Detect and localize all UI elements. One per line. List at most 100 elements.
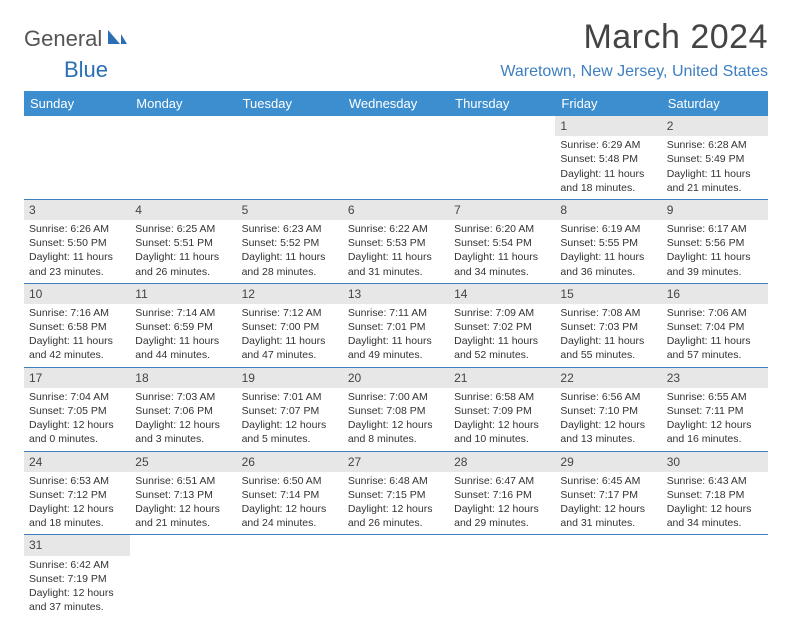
day-details: Sunrise: 6:43 AMSunset: 7:18 PMDaylight:… — [662, 472, 768, 535]
calendar-row: 24Sunrise: 6:53 AMSunset: 7:12 PMDayligh… — [24, 451, 768, 535]
day-details: Sunrise: 6:19 AMSunset: 5:55 PMDaylight:… — [555, 220, 661, 283]
calendar-cell: 3Sunrise: 6:26 AMSunset: 5:50 PMDaylight… — [24, 199, 130, 283]
day-number: 5 — [237, 200, 343, 220]
day-number: 6 — [343, 200, 449, 220]
calendar-cell: 10Sunrise: 7:16 AMSunset: 6:58 PMDayligh… — [24, 283, 130, 367]
calendar-cell: 25Sunrise: 6:51 AMSunset: 7:13 PMDayligh… — [130, 451, 236, 535]
calendar-row: 1Sunrise: 6:29 AMSunset: 5:48 PMDaylight… — [24, 116, 768, 199]
logo-sail-icon — [106, 28, 128, 51]
day-number: 30 — [662, 452, 768, 472]
day-details: Sunrise: 7:09 AMSunset: 7:02 PMDaylight:… — [449, 304, 555, 367]
day-number: 2 — [662, 116, 768, 136]
day-number: 11 — [130, 284, 236, 304]
weekday-header: Wednesday — [343, 91, 449, 116]
calendar-cell: 30Sunrise: 6:43 AMSunset: 7:18 PMDayligh… — [662, 451, 768, 535]
calendar-cell: 28Sunrise: 6:47 AMSunset: 7:16 PMDayligh… — [449, 451, 555, 535]
calendar-cell: 1Sunrise: 6:29 AMSunset: 5:48 PMDaylight… — [555, 116, 661, 199]
calendar-cell: 24Sunrise: 6:53 AMSunset: 7:12 PMDayligh… — [24, 451, 130, 535]
day-number: 22 — [555, 368, 661, 388]
day-details: Sunrise: 6:28 AMSunset: 5:49 PMDaylight:… — [662, 136, 768, 199]
calendar-cell: 2Sunrise: 6:28 AMSunset: 5:49 PMDaylight… — [662, 116, 768, 199]
day-details: Sunrise: 6:56 AMSunset: 7:10 PMDaylight:… — [555, 388, 661, 451]
weekday-header: Sunday — [24, 91, 130, 116]
calendar-cell: 29Sunrise: 6:45 AMSunset: 7:17 PMDayligh… — [555, 451, 661, 535]
day-details: Sunrise: 6:22 AMSunset: 5:53 PMDaylight:… — [343, 220, 449, 283]
calendar-cell: 20Sunrise: 7:00 AMSunset: 7:08 PMDayligh… — [343, 367, 449, 451]
weekday-header: Friday — [555, 91, 661, 116]
calendar-cell: 4Sunrise: 6:25 AMSunset: 5:51 PMDaylight… — [130, 199, 236, 283]
calendar-cell: 9Sunrise: 6:17 AMSunset: 5:56 PMDaylight… — [662, 199, 768, 283]
calendar-cell: 8Sunrise: 6:19 AMSunset: 5:55 PMDaylight… — [555, 199, 661, 283]
calendar-cell: 19Sunrise: 7:01 AMSunset: 7:07 PMDayligh… — [237, 367, 343, 451]
day-details: Sunrise: 7:06 AMSunset: 7:04 PMDaylight:… — [662, 304, 768, 367]
calendar-cell: 18Sunrise: 7:03 AMSunset: 7:06 PMDayligh… — [130, 367, 236, 451]
day-details: Sunrise: 6:48 AMSunset: 7:15 PMDaylight:… — [343, 472, 449, 535]
calendar-cell — [130, 535, 236, 618]
calendar-cell: 14Sunrise: 7:09 AMSunset: 7:02 PMDayligh… — [449, 283, 555, 367]
calendar-cell: 5Sunrise: 6:23 AMSunset: 5:52 PMDaylight… — [237, 199, 343, 283]
day-details: Sunrise: 7:16 AMSunset: 6:58 PMDaylight:… — [24, 304, 130, 367]
day-number: 12 — [237, 284, 343, 304]
day-details: Sunrise: 6:47 AMSunset: 7:16 PMDaylight:… — [449, 472, 555, 535]
day-details: Sunrise: 6:53 AMSunset: 7:12 PMDaylight:… — [24, 472, 130, 535]
calendar-row: 17Sunrise: 7:04 AMSunset: 7:05 PMDayligh… — [24, 367, 768, 451]
day-details: Sunrise: 6:17 AMSunset: 5:56 PMDaylight:… — [662, 220, 768, 283]
day-number: 8 — [555, 200, 661, 220]
day-details: Sunrise: 7:03 AMSunset: 7:06 PMDaylight:… — [130, 388, 236, 451]
day-details: Sunrise: 7:11 AMSunset: 7:01 PMDaylight:… — [343, 304, 449, 367]
weekday-header-row: Sunday Monday Tuesday Wednesday Thursday… — [24, 91, 768, 116]
calendar-cell — [449, 116, 555, 199]
day-number: 31 — [24, 535, 130, 555]
calendar-cell — [343, 535, 449, 618]
day-details: Sunrise: 6:51 AMSunset: 7:13 PMDaylight:… — [130, 472, 236, 535]
logo-text-1: General — [24, 26, 102, 52]
day-number: 27 — [343, 452, 449, 472]
calendar-cell: 21Sunrise: 6:58 AMSunset: 7:09 PMDayligh… — [449, 367, 555, 451]
calendar-row: 31Sunrise: 6:42 AMSunset: 7:19 PMDayligh… — [24, 535, 768, 618]
calendar-cell — [237, 116, 343, 199]
calendar-cell: 15Sunrise: 7:08 AMSunset: 7:03 PMDayligh… — [555, 283, 661, 367]
day-number: 1 — [555, 116, 661, 136]
calendar-cell: 13Sunrise: 7:11 AMSunset: 7:01 PMDayligh… — [343, 283, 449, 367]
calendar-cell: 27Sunrise: 6:48 AMSunset: 7:15 PMDayligh… — [343, 451, 449, 535]
calendar-cell: 16Sunrise: 7:06 AMSunset: 7:04 PMDayligh… — [662, 283, 768, 367]
day-details: Sunrise: 6:29 AMSunset: 5:48 PMDaylight:… — [555, 136, 661, 199]
day-details: Sunrise: 7:08 AMSunset: 7:03 PMDaylight:… — [555, 304, 661, 367]
day-details: Sunrise: 6:55 AMSunset: 7:11 PMDaylight:… — [662, 388, 768, 451]
day-details: Sunrise: 7:14 AMSunset: 6:59 PMDaylight:… — [130, 304, 236, 367]
day-number: 15 — [555, 284, 661, 304]
day-number: 4 — [130, 200, 236, 220]
day-number: 23 — [662, 368, 768, 388]
logo-text-2: Blue — [64, 57, 108, 83]
logo: General — [24, 26, 130, 52]
day-number: 29 — [555, 452, 661, 472]
day-details: Sunrise: 6:42 AMSunset: 7:19 PMDaylight:… — [24, 556, 130, 618]
day-details: Sunrise: 7:00 AMSunset: 7:08 PMDaylight:… — [343, 388, 449, 451]
weekday-header: Saturday — [662, 91, 768, 116]
day-details: Sunrise: 6:45 AMSunset: 7:17 PMDaylight:… — [555, 472, 661, 535]
title-block: March 2024 Waretown, New Jersey, United … — [500, 18, 768, 81]
calendar-cell — [449, 535, 555, 618]
weekday-header: Monday — [130, 91, 236, 116]
calendar-cell: 11Sunrise: 7:14 AMSunset: 6:59 PMDayligh… — [130, 283, 236, 367]
day-number: 17 — [24, 368, 130, 388]
calendar-row: 10Sunrise: 7:16 AMSunset: 6:58 PMDayligh… — [24, 283, 768, 367]
calendar-table: Sunday Monday Tuesday Wednesday Thursday… — [24, 91, 768, 618]
calendar-row: 3Sunrise: 6:26 AMSunset: 5:50 PMDaylight… — [24, 199, 768, 283]
calendar-cell — [24, 116, 130, 199]
calendar-cell: 26Sunrise: 6:50 AMSunset: 7:14 PMDayligh… — [237, 451, 343, 535]
day-details: Sunrise: 7:12 AMSunset: 7:00 PMDaylight:… — [237, 304, 343, 367]
day-number: 13 — [343, 284, 449, 304]
calendar-cell: 31Sunrise: 6:42 AMSunset: 7:19 PMDayligh… — [24, 535, 130, 618]
calendar-cell — [662, 535, 768, 618]
day-details: Sunrise: 6:25 AMSunset: 5:51 PMDaylight:… — [130, 220, 236, 283]
day-details: Sunrise: 6:58 AMSunset: 7:09 PMDaylight:… — [449, 388, 555, 451]
calendar-cell: 12Sunrise: 7:12 AMSunset: 7:00 PMDayligh… — [237, 283, 343, 367]
day-details: Sunrise: 7:01 AMSunset: 7:07 PMDaylight:… — [237, 388, 343, 451]
day-number: 19 — [237, 368, 343, 388]
day-number: 25 — [130, 452, 236, 472]
day-number: 14 — [449, 284, 555, 304]
day-number: 3 — [24, 200, 130, 220]
calendar-cell: 7Sunrise: 6:20 AMSunset: 5:54 PMDaylight… — [449, 199, 555, 283]
month-title: March 2024 — [500, 18, 768, 57]
